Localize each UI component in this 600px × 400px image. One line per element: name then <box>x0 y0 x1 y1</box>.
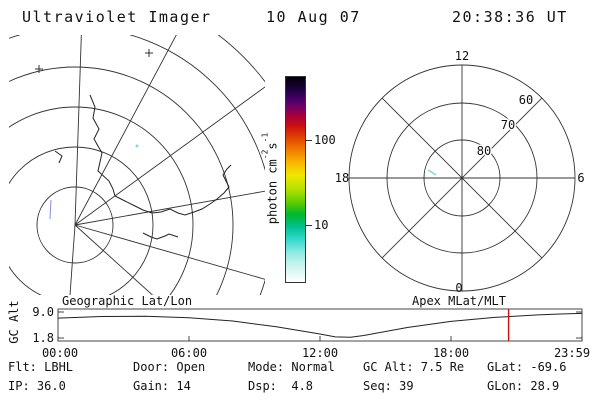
gc-alt-strip-chart: 9.0 1.8 00:00 06:00 12:00 18:00 23:59 <box>32 305 590 360</box>
mlt-label-12: 12 <box>455 49 469 63</box>
colorbar-tick-label-10: 10 <box>314 218 329 232</box>
colorbar-label-prefix: photon cm <box>265 159 280 225</box>
status-door: Door: Open <box>133 360 206 374</box>
colorbar-tick-100 <box>306 140 312 141</box>
colorbar-exp2: -1 <box>260 132 270 143</box>
strip-ytick-min: 1.8 <box>32 331 54 345</box>
strip-xtick-0000: 00:00 <box>42 346 78 360</box>
header-date: 10 Aug 07 <box>266 8 361 26</box>
mlt-label-18: 18 <box>335 171 349 185</box>
geo-plot-title: Geographic Lat/Lon <box>62 294 193 308</box>
colorbar-tick-10 <box>306 225 312 226</box>
status-seq: Seq: 39 <box>363 379 414 393</box>
colorbar-units-label: photon cm-2s-1 <box>261 89 280 269</box>
geo-lat-grid <box>9 35 265 295</box>
status-dsp: Dsp: 4.8 <box>248 379 314 393</box>
apex-polar-plot: 12 18 6 0 60 70 80 <box>335 49 585 295</box>
status-gain: Gain: 14 <box>133 379 191 393</box>
apex-center-mark <box>458 174 466 182</box>
status-ip: IP: 36.0 <box>8 379 66 393</box>
mlat-ring-label-70: 70 <box>501 118 515 132</box>
gc-alt-curve <box>57 312 582 338</box>
app-title: Ultraviolet Imager <box>22 8 212 26</box>
strip-xtick-0600: 06:00 <box>171 346 207 360</box>
header-time: 20:38:36 UT <box>452 8 568 26</box>
status-mode: Mode: Normal <box>248 360 335 374</box>
mlat-ring-label-80: 80 <box>477 144 491 158</box>
mlt-label-0: 0 <box>455 281 462 295</box>
status-glon: GLon: 28.9 <box>487 379 560 393</box>
colorbar-exp1: -2 <box>260 149 270 160</box>
strip-xtick-2359: 23:59 <box>554 346 590 360</box>
geographic-plot <box>9 35 265 295</box>
strip-axis-ticks <box>57 311 583 341</box>
status-glat: GLat: -69.6 <box>487 360 567 374</box>
geo-lon-grid <box>69 35 265 295</box>
geo-tick-marks <box>35 49 153 73</box>
coastline <box>54 94 232 240</box>
geo-aux-mark <box>49 199 52 220</box>
status-flt: Flt: LBHL <box>8 360 74 374</box>
status-gc-alt: GC Alt: 7.5 Re <box>363 360 465 374</box>
strip-ytick-max: 9.0 <box>32 305 54 319</box>
mlat-ring-label-60: 60 <box>519 93 533 107</box>
mlt-label-6: 6 <box>577 171 584 185</box>
strip-xtick-1200: 12:00 <box>302 346 338 360</box>
geo-emission-mark <box>135 144 139 148</box>
colorbar-tick-label-100: 100 <box>314 133 336 147</box>
apex-emission-mark <box>427 169 437 176</box>
strip-xtick-1800: 18:00 <box>433 346 469 360</box>
apex-plot-title: Apex MLat/MLT <box>412 294 506 308</box>
intensity-colorbar <box>285 76 306 283</box>
